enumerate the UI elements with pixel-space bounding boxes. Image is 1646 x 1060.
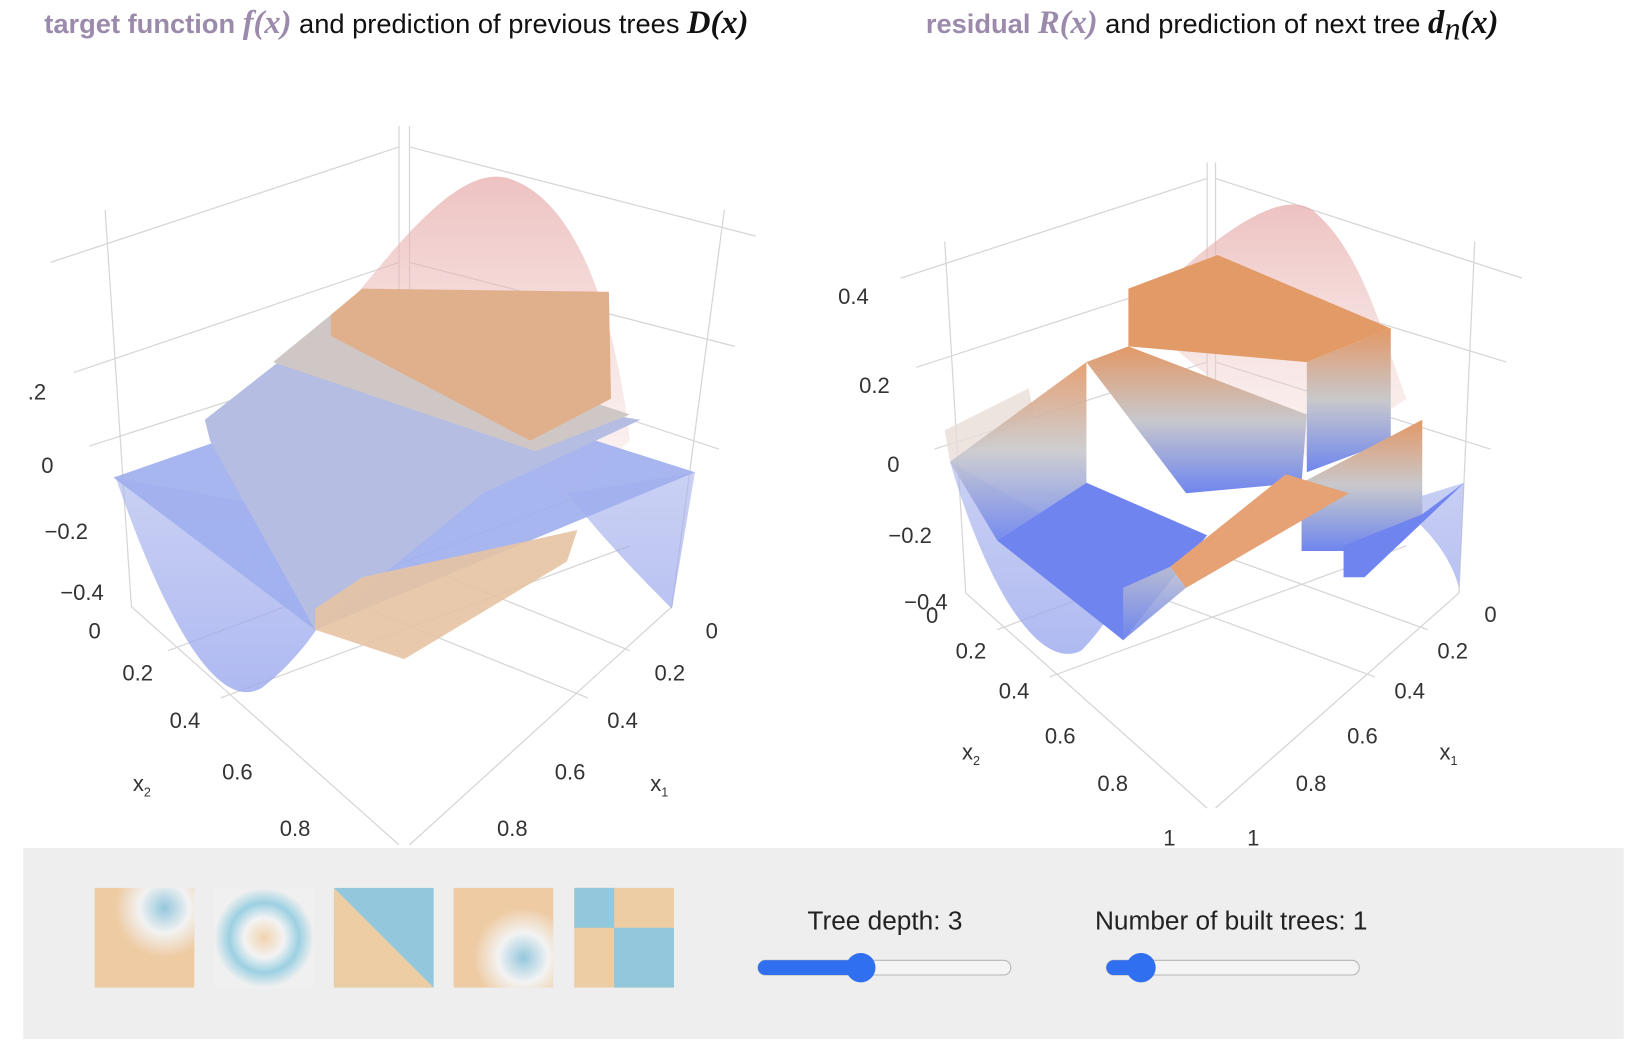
x2-tick: 0: [926, 603, 938, 628]
axis-subscript: 2: [973, 754, 980, 768]
x2-tick: 1: [1163, 825, 1175, 850]
x2-tick: 0.6: [222, 759, 253, 784]
title-text: and prediction of previous trees: [291, 8, 687, 39]
axis-symbol: x: [962, 739, 973, 764]
x1-tick: 0.8: [497, 816, 528, 841]
axis-subscript: 1: [1451, 754, 1458, 768]
next-tree-bar: [315, 530, 578, 660]
prediction-step: [330, 288, 611, 441]
axis-label: x2: [133, 771, 151, 800]
x2-tick: 0.2: [956, 639, 987, 664]
tree-block: [1343, 482, 1465, 578]
x1-tick: 0.8: [1296, 771, 1327, 796]
z-tick: −0.4: [60, 580, 103, 605]
title-math: d: [1428, 6, 1445, 42]
right-surfaces: [944, 204, 1465, 654]
preset-function[interactable]: [214, 887, 314, 988]
tree-depth-slider[interactable]: [757, 952, 1012, 983]
z-tick: .2: [28, 379, 46, 404]
axis-label: x2: [962, 739, 980, 768]
title-subscript: n: [1444, 12, 1460, 48]
axis-subscript: 1: [661, 786, 668, 800]
preset-fill: [614, 927, 674, 988]
residual-surface: [949, 461, 1465, 654]
title-highlight: target function: [44, 8, 235, 39]
axis-label: x1: [1439, 739, 1457, 768]
axis-symbol: x: [133, 771, 144, 796]
slider-thumb[interactable]: [1126, 952, 1156, 983]
presets: [94, 887, 674, 988]
axis-subscript: 2: [144, 786, 151, 800]
title-math: f(x): [243, 6, 292, 42]
left-axis-labels: .2 0 −0.2 −0.4 0 0.2 0.4 0.6 0.8 0 0.2 0…: [28, 379, 718, 841]
title-highlight: residual: [926, 8, 1031, 39]
tree-block-top: [1128, 255, 1391, 363]
num-trees-slider[interactable]: [1105, 952, 1360, 983]
axis-symbol: x: [650, 771, 661, 796]
z-tick: 0.4: [838, 284, 869, 309]
x2-tick: 0.4: [170, 708, 201, 733]
title-math: D(x): [686, 6, 748, 42]
preset-function[interactable]: [574, 887, 674, 988]
x1-tick: 0.4: [1394, 678, 1425, 703]
preset-function[interactable]: [94, 887, 195, 988]
x1-tick: 0.6: [555, 759, 586, 784]
axis-label: x1: [650, 771, 668, 800]
preset-fill: [574, 887, 615, 928]
x2-tick: 0.2: [122, 661, 153, 686]
z-tick: 0: [41, 453, 53, 478]
title-text: and prediction of next tree: [1098, 8, 1428, 39]
left-surfaces: [113, 176, 695, 693]
residual-surface: [944, 388, 1034, 462]
right-axis-labels: 0.4 0.2 0 −0.2 −0.4 0 0.2 0.4 0.6 0.8 1 …: [838, 284, 1496, 851]
left-title: target function f(x) and prediction of p…: [44, 6, 748, 42]
slider-label: Number of built trees: 1: [1095, 905, 1368, 935]
z-tick: 0.2: [859, 373, 890, 398]
slider-thumb[interactable]: [846, 952, 876, 983]
title-math: (x): [1461, 6, 1499, 42]
x1-tick: 0: [1484, 602, 1496, 627]
z-tick: −0.4: [904, 589, 947, 614]
tree-block: [1306, 328, 1391, 473]
x1-tick: 0.6: [1347, 724, 1378, 749]
x1-tick: 1: [1247, 825, 1259, 850]
x1-tick: 0.4: [607, 708, 638, 733]
slider-fill: [757, 960, 861, 975]
tree-block-top: [1170, 474, 1349, 588]
axis-symbol: x: [1439, 739, 1450, 764]
tree-block: [949, 362, 1087, 541]
z-tick: 0: [887, 452, 899, 477]
x2-tick: 0.4: [999, 678, 1030, 703]
x2-tick: 0.8: [1097, 771, 1128, 796]
preset-function[interactable]: [453, 887, 554, 988]
preset-function[interactable]: [333, 887, 434, 988]
x1-tick: 0: [706, 619, 718, 644]
right-title: residual R(x) and prediction of next tre…: [926, 6, 1499, 48]
x1-tick: 0.2: [1437, 639, 1468, 664]
x2-tick: 0.6: [1045, 724, 1076, 749]
z-tick: −0.2: [45, 519, 88, 544]
x2-tick: 0: [89, 619, 101, 644]
tree-block: [1301, 419, 1423, 551]
title-math: R(x): [1037, 6, 1098, 42]
z-tick: −0.2: [888, 523, 931, 548]
x2-tick: 0.8: [280, 816, 311, 841]
slider-label: Tree depth: 3: [807, 905, 962, 935]
x1-tick: 0.2: [654, 661, 685, 686]
tree-block: [1086, 346, 1307, 494]
